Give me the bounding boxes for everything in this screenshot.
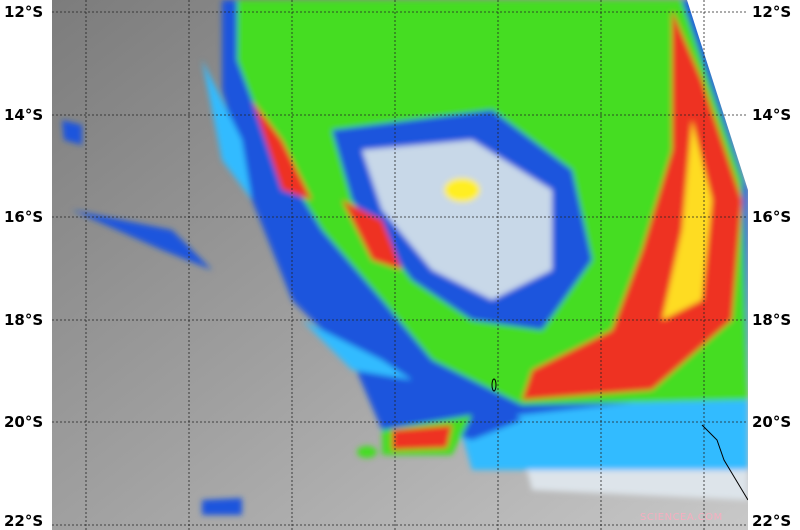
- lat-label-left: 20°S: [4, 413, 44, 431]
- lat-label-right: 14°S: [752, 106, 792, 124]
- grid-lines: [52, 0, 748, 530]
- lat-label-right: 18°S: [752, 311, 792, 329]
- lat-label-left: 16°S: [4, 208, 44, 226]
- island: [491, 378, 497, 392]
- lat-label-left: 12°S: [4, 3, 44, 21]
- lat-label-right: 20°S: [752, 413, 792, 431]
- lat-label-right: 16°S: [752, 208, 792, 226]
- lat-label-right: 22°S: [752, 512, 792, 530]
- lat-label-left: 18°S: [4, 311, 44, 329]
- satellite-infrared-image: [52, 0, 748, 530]
- lat-label-left: 22°S: [4, 512, 44, 530]
- lat-label-left: 14°S: [4, 106, 44, 124]
- coastline: [701, 424, 748, 501]
- watermark: SCIENCEA.COM: [640, 512, 723, 523]
- swath-edge: [687, 0, 748, 190]
- lat-label-right: 12°S: [752, 3, 792, 21]
- cloud-tops: [62, 0, 748, 515]
